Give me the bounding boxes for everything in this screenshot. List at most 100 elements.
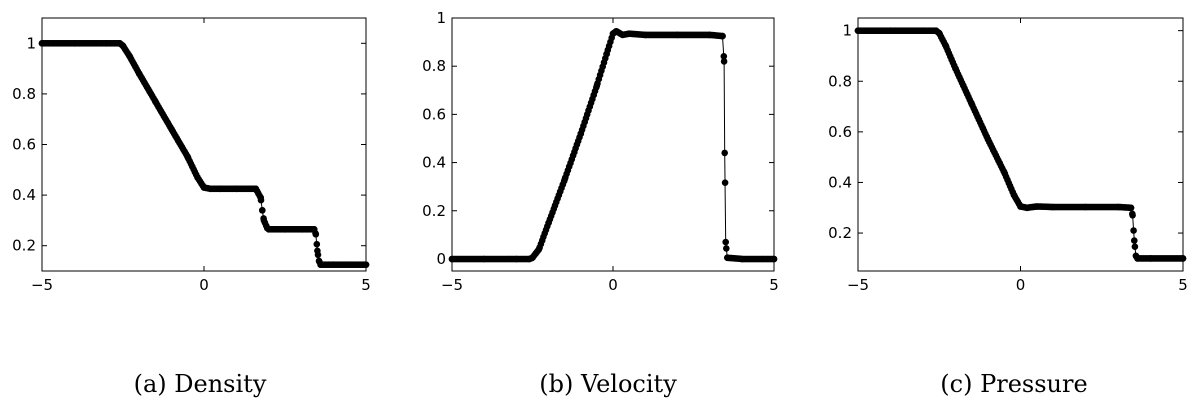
density-data-point: [265, 226, 273, 233]
pressure-data-point: [1023, 204, 1031, 212]
pressure-data-point: [1129, 212, 1136, 219]
density-data-point: [260, 217, 268, 224]
density-data-point: [313, 240, 321, 248]
velocity-data-point: [738, 255, 746, 263]
velocity-data-point: [545, 219, 552, 227]
caption-velocity: (b) Velocity: [539, 370, 677, 398]
velocity-data-point: [577, 130, 585, 137]
velocity-data-point: [603, 50, 610, 58]
density-data-point: [200, 184, 208, 191]
pressure-y-tick-label: 1: [842, 22, 852, 40]
velocity-x-tick-label: 0: [608, 276, 618, 294]
velocity-y-tick-label: 0: [436, 250, 446, 268]
density-data-point: [194, 174, 201, 181]
pressure-reference-line: [858, 30, 1183, 259]
pressure-data-point: [1131, 237, 1138, 244]
density-data-point: [314, 247, 321, 255]
caption-pressure: (c) Pressure: [940, 370, 1087, 398]
density-data-point: [362, 261, 370, 269]
pressure-y-tick-label: 0.4: [828, 173, 852, 191]
velocity-y-tick-label: 0.6: [422, 105, 446, 123]
density-y-tick-label: 0.2: [12, 237, 36, 255]
pressure-data-point: [952, 65, 959, 72]
density-data-point: [135, 70, 143, 77]
density-x-tick-label: 0: [199, 276, 209, 294]
velocity-data-point: [480, 255, 488, 263]
pressure-data-point: [1114, 203, 1122, 211]
velocity-data-point: [721, 179, 729, 186]
velocity-data-point: [612, 28, 620, 35]
velocity-y-tick-label: 1: [436, 9, 446, 27]
velocity-data-point: [724, 254, 731, 261]
pressure-data-point: [1049, 203, 1057, 211]
pressure-x-tick-label: 0: [1016, 276, 1026, 294]
density-data-point: [184, 153, 192, 161]
density-data-point: [317, 261, 324, 269]
velocity-data-point: [719, 32, 726, 40]
velocity-x-tick-label: 5: [769, 276, 779, 294]
velocity-y-tick-label: 0.4: [422, 154, 446, 172]
density-data-point: [310, 226, 318, 233]
density-data-point: [281, 226, 289, 233]
density-data-point: [330, 261, 337, 269]
density-data-point: [207, 185, 214, 193]
pressure-data-point: [1131, 243, 1139, 250]
density-data-point: [259, 207, 266, 214]
velocity-data-point: [770, 255, 778, 263]
density-data-point: [103, 40, 111, 47]
pressure-data-point: [919, 27, 927, 34]
pressure-panel: −5 0 5 0.2 0.4 0.6 0.8 1: [828, 17, 1188, 294]
density-y-tick-label: 0.6: [12, 136, 36, 154]
velocity-data-point: [721, 149, 728, 157]
density-y-tick-label: 0.8: [12, 85, 36, 103]
velocity-data-point: [641, 31, 649, 39]
density-data-point: [297, 226, 305, 233]
pressure-data-point: [1127, 204, 1135, 212]
pressure-data-point: [854, 27, 862, 34]
velocity-y-tick-label: 0.8: [422, 57, 446, 75]
pressure-x-tick-label: 5: [1178, 276, 1188, 294]
pressure-data-point: [1010, 191, 1018, 199]
density-x-tick-label: −5: [31, 276, 53, 294]
pressure-data-point: [1179, 255, 1187, 262]
density-data-point: [257, 194, 265, 201]
velocity-data-point: [529, 254, 536, 261]
pressure-data-point: [968, 100, 976, 108]
pressure-x-tick-label: −5: [847, 276, 869, 294]
velocity-data-point: [561, 176, 568, 183]
caption-density: (a) Density: [134, 370, 267, 398]
velocity-x-tick-label: −5: [441, 276, 463, 294]
pressure-y-tick-label: 0.8: [828, 72, 852, 90]
density-data-point: [71, 40, 78, 47]
density-y-tick-label: 1: [26, 34, 36, 52]
pressure-data-point: [1001, 169, 1008, 176]
velocity-data-point: [723, 245, 730, 252]
density-data-point: [38, 40, 46, 47]
density-data-point: [152, 98, 159, 105]
density-data-point: [252, 185, 260, 193]
pressure-data-point: [1130, 227, 1137, 234]
velocity-data-point: [625, 30, 633, 37]
density-data-point: [126, 52, 133, 60]
density-data-point: [168, 126, 175, 133]
velocity-data-point: [619, 31, 626, 39]
pressure-data-point: [1082, 203, 1089, 211]
density-y-tick-label: 0.4: [12, 186, 36, 204]
velocity-data-point: [593, 82, 601, 89]
pressure-data-point: [1017, 203, 1024, 210]
velocity-data-point: [722, 238, 729, 246]
velocity-reference-line: [452, 30, 774, 260]
density-data-point: [312, 231, 320, 238]
velocity-data-point: [513, 255, 520, 263]
pressure-data-point: [936, 29, 943, 37]
pressure-data-point: [887, 27, 894, 34]
velocity-panel: −5 0 5 0 0.2 0.4 0.6 0.8 1: [422, 9, 779, 294]
velocity-data-point: [720, 53, 728, 60]
pressure-data-point: [1134, 255, 1141, 262]
pressure-data-point: [942, 42, 950, 50]
pressure-data-point: [1147, 255, 1154, 262]
density-data-point: [119, 42, 127, 50]
velocity-y-tick-label: 0.2: [422, 202, 446, 220]
velocity-data-point: [448, 255, 456, 263]
